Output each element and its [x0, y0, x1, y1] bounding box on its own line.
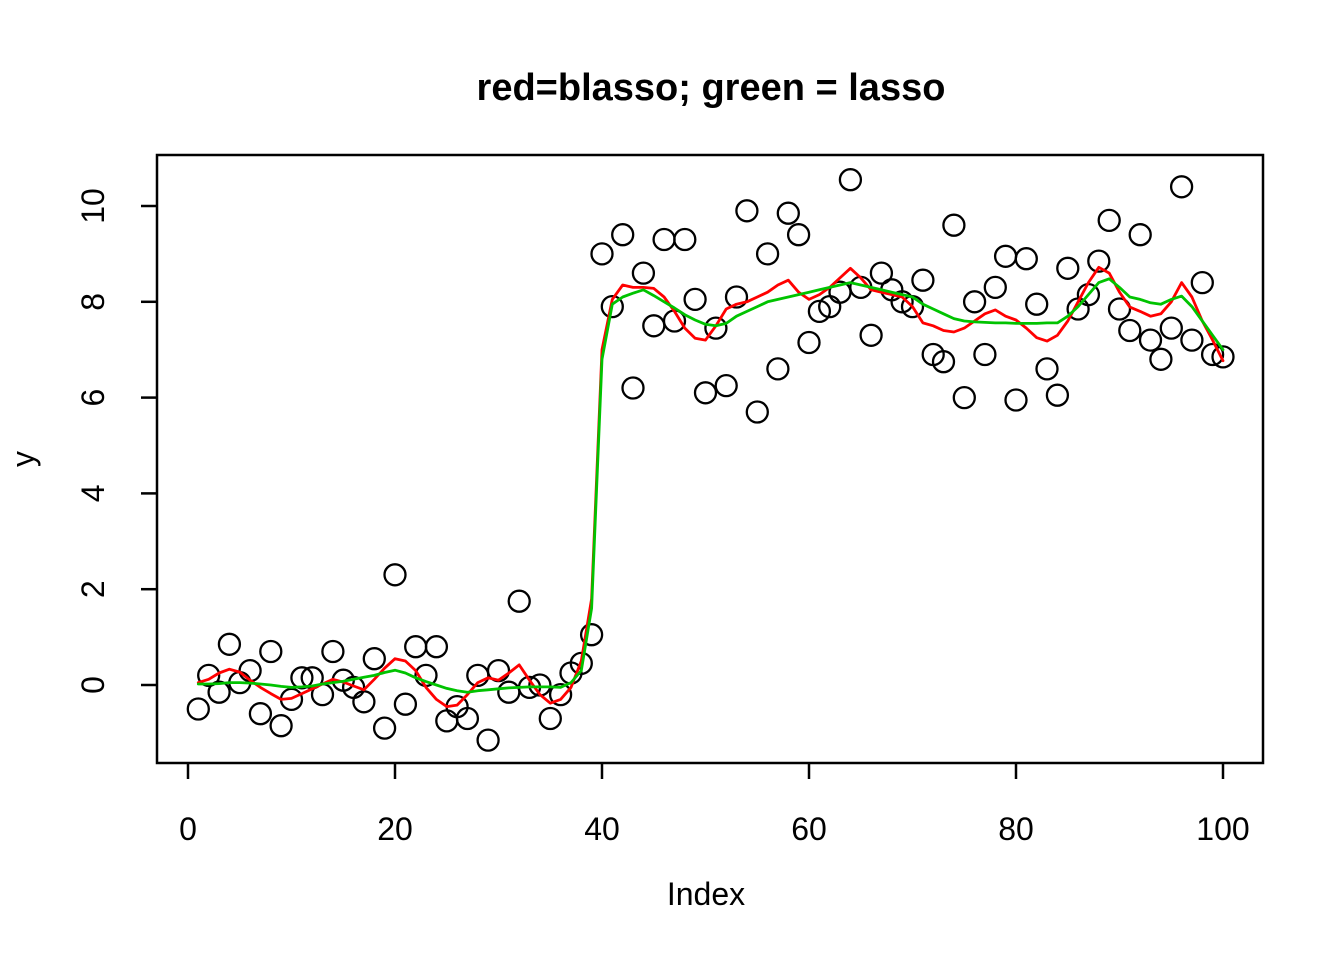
data-point [993, 244, 1018, 268]
data-point [1159, 316, 1183, 340]
data-point [611, 223, 635, 247]
data-point [838, 168, 863, 192]
data-point [1180, 328, 1204, 352]
data-point [983, 275, 1007, 300]
data-point [383, 563, 407, 587]
data-point [1025, 292, 1049, 316]
data-point [1107, 297, 1132, 321]
data-point [321, 639, 345, 664]
data-point [424, 635, 449, 659]
data-point [497, 680, 521, 704]
fit-lines-layer [196, 265, 1225, 708]
data-point [1200, 342, 1225, 367]
data-point [931, 350, 956, 374]
data-point [797, 330, 821, 355]
data-point [579, 623, 604, 647]
data-point [1169, 175, 1194, 199]
y-axis-label: y [5, 451, 41, 467]
data-point [1087, 249, 1111, 273]
x-tick-label: 40 [584, 811, 620, 847]
plot-border [155, 153, 1265, 765]
data-point [1056, 256, 1080, 280]
data-point [1014, 247, 1038, 271]
x-tick-label: 0 [179, 811, 197, 847]
data-point [435, 709, 459, 733]
data-point [673, 227, 697, 252]
data-point [207, 680, 231, 704]
y-tick-label: 8 [75, 293, 111, 311]
y-tick-label: 4 [75, 485, 111, 503]
data-point [755, 242, 780, 266]
data-point [1138, 328, 1163, 352]
y-tick-label: 0 [75, 676, 111, 694]
data-point [186, 697, 210, 721]
data-point [1035, 357, 1059, 381]
data-point [393, 692, 418, 716]
data-point [952, 385, 976, 410]
data-point [1190, 270, 1214, 295]
data-point [786, 223, 811, 247]
data-point [735, 199, 759, 223]
y-axis: 0 2 4 6 8 10 [75, 188, 157, 694]
y-tick-label: 2 [75, 580, 111, 598]
data-point [683, 287, 707, 312]
data-point [911, 268, 935, 292]
x-axis: 0 20 40 60 80 100 [179, 763, 1250, 847]
data-point [590, 242, 614, 266]
data-point [1097, 208, 1121, 233]
data-point [704, 316, 728, 340]
data-point [1045, 383, 1070, 407]
data-point [693, 381, 718, 405]
data-point [652, 227, 676, 252]
data-point [942, 213, 966, 237]
x-tick-label: 80 [998, 811, 1034, 847]
x-tick-label: 100 [1196, 811, 1249, 847]
data-point [766, 357, 790, 381]
data-point [1004, 388, 1028, 412]
data-point [538, 706, 562, 731]
data-point [248, 702, 273, 726]
data-point [372, 716, 397, 740]
data-point [745, 400, 769, 424]
data-point [724, 285, 749, 309]
data-point [1149, 347, 1173, 371]
data-point [259, 639, 283, 664]
y-tick-label: 10 [75, 188, 111, 224]
data-point [973, 342, 997, 367]
blasso-line [196, 265, 1225, 708]
data-point [859, 323, 883, 347]
data-point [776, 201, 800, 225]
data-point [600, 294, 624, 319]
data-point [1128, 223, 1152, 247]
data-point [352, 690, 376, 714]
x-tick-label: 60 [791, 811, 827, 847]
data-point [869, 261, 894, 285]
x-axis-label: Index [667, 876, 745, 912]
data-point [621, 376, 645, 400]
data-point [362, 647, 386, 671]
data-point [962, 290, 987, 314]
data-point [455, 706, 480, 731]
data-point [269, 714, 293, 738]
data-point [476, 728, 500, 752]
data-point [890, 290, 914, 314]
data-point [1118, 318, 1142, 343]
data-point [807, 299, 832, 324]
x-tick-label: 20 [377, 811, 413, 847]
data-point [197, 663, 221, 688]
data-point [548, 682, 573, 707]
y-tick-label: 6 [75, 389, 111, 407]
data-point [404, 635, 428, 659]
data-point [714, 373, 738, 398]
data-point [507, 589, 531, 613]
chart-title: red=blasso; green = lasso [477, 67, 946, 109]
data-point [1211, 345, 1235, 369]
data-point [217, 632, 242, 656]
scatter-points-layer [186, 168, 1235, 752]
lasso-line [196, 277, 1225, 694]
data-point [631, 261, 656, 285]
data-point [642, 314, 666, 338]
